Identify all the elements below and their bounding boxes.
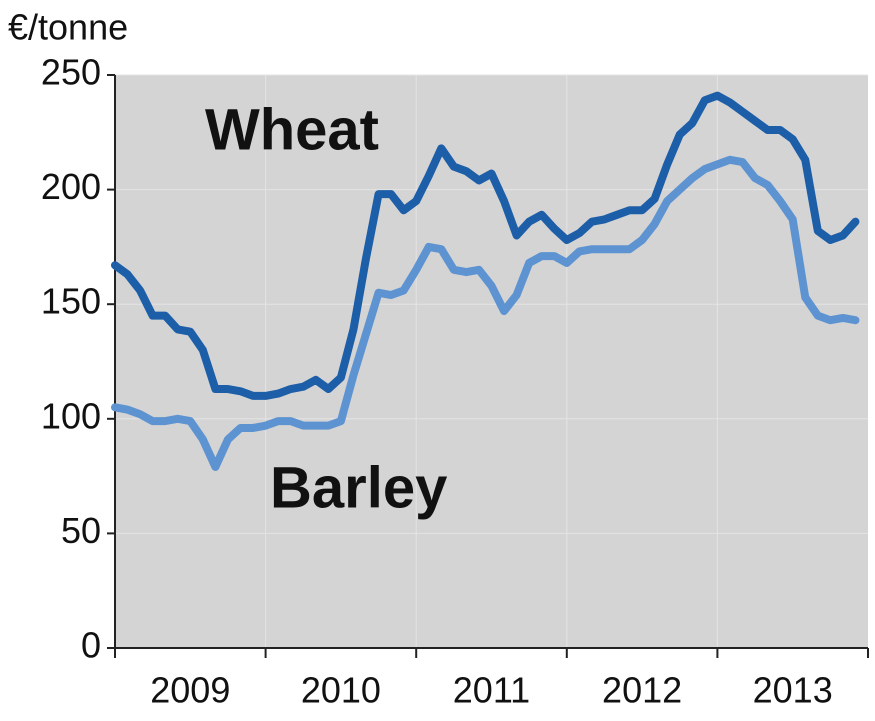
series-label: Wheat [205, 97, 379, 162]
x-tick-label: 2010 [301, 670, 381, 711]
y-tick-label: 200 [41, 166, 101, 207]
y-tick-label: 250 [41, 52, 101, 93]
y-tick-label: 150 [41, 281, 101, 322]
y-tick-label: 0 [81, 625, 101, 666]
series-label: Barley [270, 455, 447, 520]
line-series [111, 155, 860, 471]
x-tick-label: 2013 [753, 670, 833, 711]
line-series [111, 91, 860, 400]
x-tick-label: 2011 [453, 670, 530, 711]
y-tick-label: 100 [41, 395, 101, 436]
y-axis-label: €/tonne [8, 7, 128, 48]
y-tick-label: 50 [61, 510, 101, 551]
x-tick-label: 2009 [150, 670, 230, 711]
x-tick-label: 2012 [602, 670, 682, 711]
